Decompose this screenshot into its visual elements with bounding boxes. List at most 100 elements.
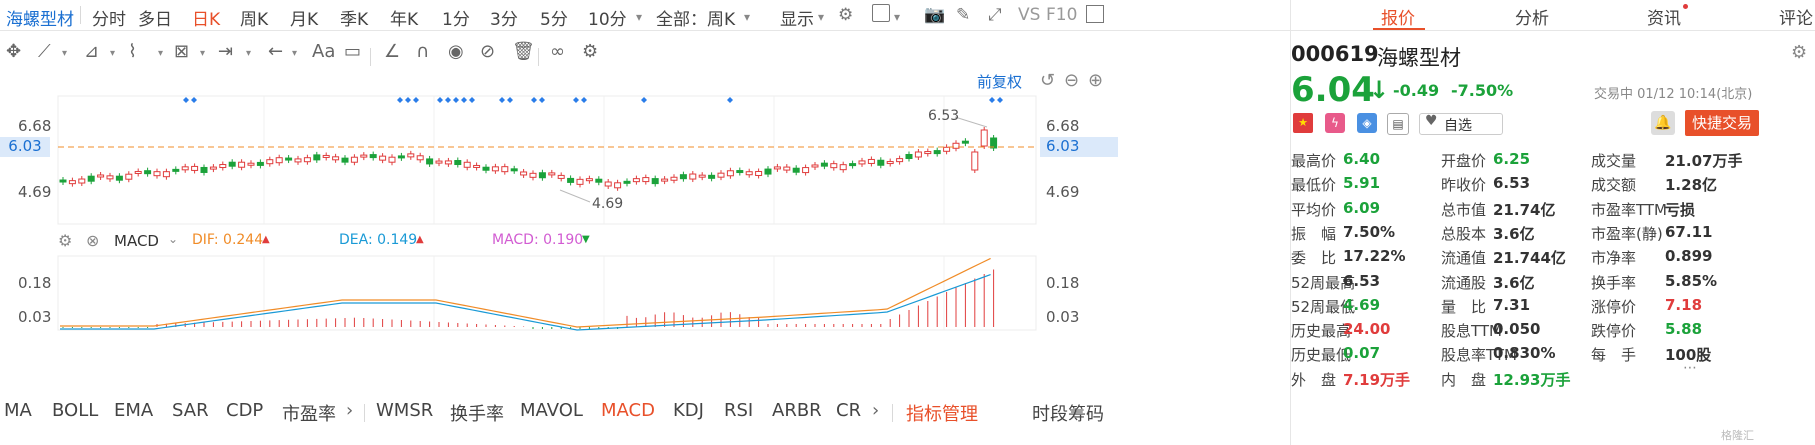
adjust-selector[interactable]: 前复权 xyxy=(977,73,1023,91)
stock-name-tab[interactable]: 海螺型材 xyxy=(6,10,74,30)
quick-trade-button[interactable]: 快捷交易 xyxy=(1685,110,1759,136)
chevron-down-icon[interactable]: ▾ xyxy=(894,10,901,24)
stat-label: 股息率TTM xyxy=(1441,346,1518,365)
tab-analysis[interactable]: 分析 xyxy=(1515,9,1549,29)
trash-icon[interactable]: 🗑 xyxy=(512,41,535,62)
watchlist-button[interactable] xyxy=(1419,113,1503,135)
chevron-right-icon[interactable]: › xyxy=(346,400,354,421)
period-quarter-k[interactable]: 季K xyxy=(340,10,369,30)
chevron-down-icon[interactable]: ▾ xyxy=(636,10,643,24)
indicator-macd[interactable]: MACD xyxy=(601,400,655,421)
period-fenshi[interactable]: 分时 xyxy=(92,10,126,30)
note-icon[interactable]: ▤ xyxy=(1387,113,1409,135)
indicator-ema[interactable]: EMA xyxy=(114,400,154,421)
period-duori[interactable]: 多日 xyxy=(138,10,172,30)
polyline-tool-icon[interactable]: ⊿ xyxy=(84,41,100,62)
macd-selector[interactable]: MACD xyxy=(114,232,159,250)
candle-body xyxy=(181,166,189,171)
indicator-cr[interactable]: CR xyxy=(836,400,862,421)
settings-icon[interactable]: ⚙ xyxy=(58,231,73,250)
pen-icon[interactable]: ✎ xyxy=(956,5,971,25)
tab-quote[interactable]: 报价 xyxy=(1381,9,1415,29)
period-year-k[interactable]: 年K xyxy=(390,10,419,30)
candle-body xyxy=(961,140,969,144)
zoom-in-icon[interactable]: ⊕ xyxy=(1088,70,1104,91)
kline-chart[interactable] xyxy=(0,72,1112,402)
reset-icon[interactable]: ↺ xyxy=(1040,70,1056,91)
chevron-down-icon[interactable]: ▾ xyxy=(158,48,164,59)
wave-tool-icon[interactable]: ⌇ xyxy=(128,41,137,62)
candle-body xyxy=(642,177,650,183)
candle-body xyxy=(717,172,725,178)
measure-tool-icon[interactable]: ⇥ xyxy=(218,41,234,62)
indicator-cdp[interactable]: CDP xyxy=(226,400,264,421)
comment-tool-icon[interactable]: ▭ xyxy=(344,41,362,62)
fullscreen-icon[interactable]: ⤢ xyxy=(988,5,1002,25)
display-menu[interactable]: 显示 xyxy=(780,10,814,30)
chevron-down-icon[interactable]: ▾ xyxy=(200,48,206,59)
period-5min[interactable]: 5分 xyxy=(540,10,568,30)
f10-button[interactable]: F10 xyxy=(1046,5,1078,25)
indicator-kdj[interactable]: KDJ xyxy=(673,400,704,421)
vs-button[interactable]: VS xyxy=(1018,5,1041,25)
period-month-k[interactable]: 月K xyxy=(290,10,319,30)
chevron-down-icon[interactable]: ▾ xyxy=(292,48,298,59)
chevron-down-icon[interactable]: ⌄ xyxy=(168,232,179,246)
fib-tool-icon[interactable]: ⊠ xyxy=(174,41,190,62)
chevron-down-icon[interactable]: ▾ xyxy=(744,10,751,24)
angle-tool-icon[interactable]: ∠ xyxy=(384,41,401,62)
tag-icon[interactable]: ◈ xyxy=(1357,113,1377,133)
chips-button[interactable]: 筹码 xyxy=(1068,404,1104,425)
sidebar-toggle-icon[interactable] xyxy=(1086,5,1104,23)
checkbox-icon[interactable] xyxy=(872,4,890,22)
text-tool-icon[interactable]: Aa xyxy=(312,41,336,62)
candle-body xyxy=(905,153,913,159)
time-range-button[interactable]: 时段 xyxy=(1032,404,1068,425)
arrow-tool-icon[interactable]: ← xyxy=(268,41,284,62)
candle-body xyxy=(209,166,217,170)
camera-icon[interactable]: 📷 xyxy=(924,5,946,25)
stat-label: 开盘价 xyxy=(1441,152,1487,170)
link-icon[interactable]: ∞ xyxy=(550,41,565,62)
settings-icon[interactable]: ⚙ xyxy=(1791,42,1808,63)
chevron-down-icon[interactable]: ▾ xyxy=(246,48,252,59)
indicator-sar[interactable]: SAR xyxy=(172,400,209,421)
chevron-down-icon[interactable]: ▾ xyxy=(62,48,68,59)
line-tool-icon[interactable]: ⟋ xyxy=(38,41,51,62)
hide-icon[interactable]: ⊘ xyxy=(480,41,496,62)
stat-label: 历史最高 xyxy=(1291,322,1352,341)
candle-body xyxy=(736,170,744,174)
crosshair-move-icon[interactable]: ✥ xyxy=(6,41,22,62)
tab-comments[interactable]: 评论 xyxy=(1779,9,1813,29)
more-icon[interactable]: ⋯ xyxy=(1683,360,1697,376)
magnet-icon[interactable]: ∩ xyxy=(416,41,430,62)
period-1min[interactable]: 1分 xyxy=(442,10,470,30)
indicator-wmsr[interactable]: WMSR xyxy=(376,400,434,421)
bell-icon[interactable]: 🔔 xyxy=(1651,111,1675,135)
period-10min[interactable]: 10分 xyxy=(588,10,627,30)
zoom-out-icon[interactable]: ⊖ xyxy=(1064,70,1080,91)
chevron-right-icon[interactable]: › xyxy=(872,400,880,421)
indicator-turnover[interactable]: 换手率 xyxy=(450,404,504,425)
eye-icon[interactable]: ◉ xyxy=(448,41,464,62)
indicator-pe[interactable]: 市盈率 xyxy=(282,404,336,425)
range-select[interactable]: 全部：周K xyxy=(656,10,736,30)
tab-news[interactable]: 资讯 xyxy=(1647,9,1681,29)
chevron-down-icon[interactable]: ▾ xyxy=(110,48,116,59)
signal-marker xyxy=(469,97,475,103)
indicator-rsi[interactable]: RSI xyxy=(724,400,754,421)
indicator-mavol[interactable]: MAVOL xyxy=(520,400,583,421)
indicator-manage-button[interactable]: 指标管理 xyxy=(906,404,978,425)
indicator-ma[interactable]: MA xyxy=(4,400,32,421)
settings-icon[interactable]: ⚙ xyxy=(838,5,854,25)
indicator-arbr[interactable]: ARBR xyxy=(772,400,822,421)
chevron-down-icon[interactable]: ▾ xyxy=(818,10,825,24)
close-icon[interactable]: ⊗ xyxy=(86,231,100,250)
candle-body xyxy=(491,166,499,172)
margin-icon[interactable]: ϟ xyxy=(1325,113,1345,133)
indicator-boll[interactable]: BOLL xyxy=(52,400,99,421)
period-day-k[interactable]: 日K xyxy=(192,10,221,30)
settings-icon[interactable]: ⚙ xyxy=(582,41,599,62)
period-week-k[interactable]: 周K xyxy=(240,10,269,30)
period-3min[interactable]: 3分 xyxy=(490,10,518,30)
